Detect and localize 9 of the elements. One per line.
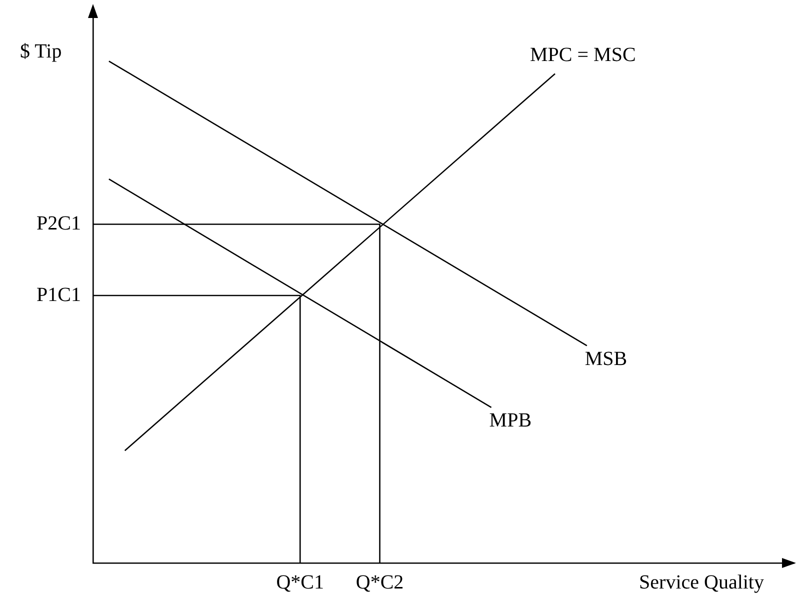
y-axis-title: $ Tip [20,40,62,62]
x-axis-title: Service Quality [639,571,764,594]
x-tick-label: Q*C2 [356,571,404,594]
series-label: MPC = MSC [530,44,636,66]
series-label: MSB [584,348,628,370]
series-label: MPB [489,410,532,432]
text: P2C1 [36,212,81,235]
x-tick-label: Q*C1 [276,571,324,594]
text: P1C1 [36,284,81,306]
